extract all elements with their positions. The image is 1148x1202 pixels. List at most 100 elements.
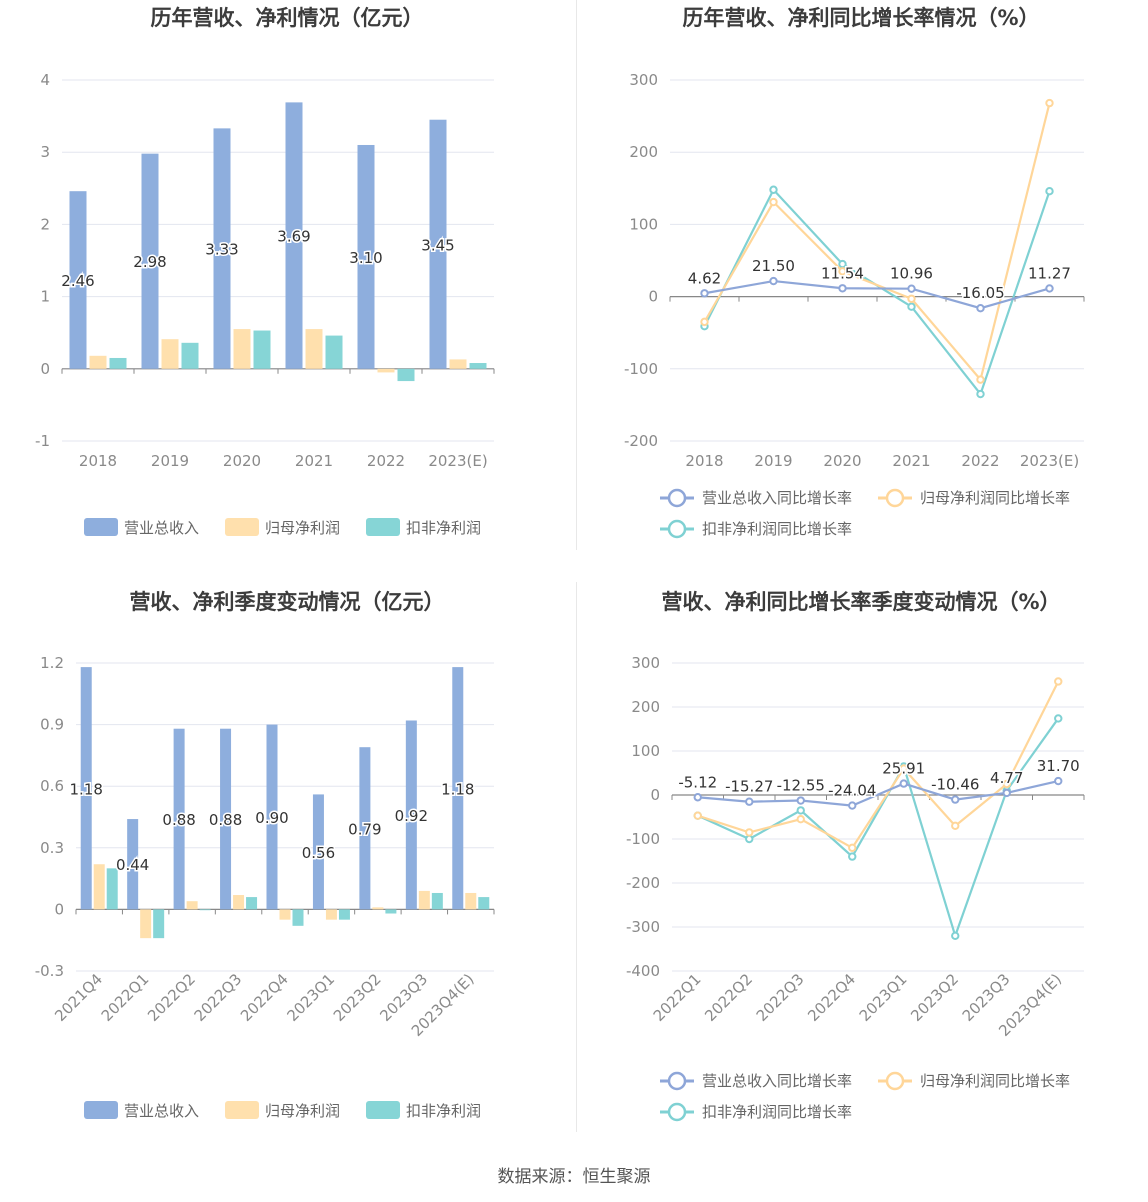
legend-label: 营业总收入同比增长率: [702, 1072, 852, 1090]
legend-label: 归母净利润: [265, 519, 340, 537]
x-tick-label: 2022Q1: [98, 970, 153, 1025]
series-point: [976, 389, 985, 399]
legend-marker: [667, 519, 687, 539]
legend-swatch: [225, 518, 259, 536]
series-point: [769, 197, 778, 207]
y-tick-label: -400: [626, 962, 660, 980]
quarterly-growth-panel: 营收、净利同比增长率季度变动情况（%） 300 200 100 0 -100 -200 -3…: [574, 584, 1148, 1164]
series-point: [848, 852, 857, 861]
legend-marker: [885, 1071, 905, 1091]
data-label: 2.46: [61, 272, 94, 290]
bar-deducted-profit: [181, 342, 199, 369]
bar-net-profit: [449, 359, 467, 369]
x-tick-label: 2023(E): [1020, 452, 1079, 470]
series-point: [693, 811, 702, 820]
y-tick-label: 1: [40, 288, 50, 306]
y-tick-label: 3: [40, 143, 50, 161]
x-tick-label: 2022Q2: [144, 970, 199, 1025]
x-tick-label: 2023Q2: [907, 970, 962, 1025]
series-point: [1045, 98, 1054, 108]
bar-net-profit: [186, 901, 198, 910]
series-point: [907, 302, 916, 311]
bar-revenue: [285, 102, 303, 369]
series-point: [769, 185, 778, 194]
series-point: [1054, 776, 1063, 786]
data-label: 25.91: [882, 760, 925, 778]
bar-net-profit: [372, 907, 384, 910]
y-tick-label: 200: [629, 143, 658, 161]
y-tick-label: 1.2: [40, 654, 64, 672]
bar-revenue: [173, 728, 185, 910]
x-tick-label: 2022Q4: [237, 970, 292, 1025]
data-source-note: 数据来源：恒生聚源: [497, 1167, 651, 1187]
data-label: 0.88: [162, 811, 195, 829]
bar-net-profit: [161, 339, 179, 369]
data-label: 3.45: [421, 236, 454, 254]
series-line-deducted-profit: [697, 717, 1060, 940]
chart-title: 营收、净利同比增长率季度变动情况（%）: [661, 590, 1061, 614]
bar-deducted-profit: [253, 330, 271, 369]
legend-label: 营业总收入: [124, 1102, 199, 1120]
data-label: 2.98: [133, 253, 166, 271]
data-label: 0.44: [116, 856, 149, 874]
series-point: [848, 843, 857, 852]
x-tick-label: 2020: [823, 452, 861, 470]
data-label: 0.88: [209, 811, 242, 829]
bar-net-profit: [305, 329, 323, 369]
quarterly-growth-chart: 300 200 100 0 -100 -200 -300 -400 -5.12 -15.27 -12…: [626, 654, 1085, 1122]
bar-net-profit: [465, 892, 477, 910]
series-point: [976, 375, 985, 384]
series-point: [976, 303, 985, 313]
bar-revenue: [357, 144, 375, 369]
series-point: [745, 797, 754, 806]
data-label: 4.77: [990, 769, 1023, 787]
bar-net-profit: [93, 864, 105, 910]
series-point: [796, 796, 805, 805]
series-point: [899, 764, 908, 773]
y-tick-label: 0: [40, 360, 50, 378]
x-tick-label: 2023Q2: [330, 970, 385, 1025]
bar-revenue: [405, 720, 417, 910]
bar-deducted-profit: [292, 909, 304, 926]
legend-swatch: [366, 518, 400, 536]
chart-title: 历年营收、净利情况（亿元）: [150, 6, 424, 30]
data-label: 0.56: [302, 844, 335, 862]
bar-revenue: [452, 667, 464, 910]
x-tick-label: 2021: [892, 452, 930, 470]
bar-deducted-profit: [397, 368, 415, 382]
series-point: [899, 779, 908, 788]
bar-deducted-profit: [246, 897, 258, 910]
series-point: [838, 267, 847, 276]
legend-label: 营业总收入: [124, 519, 199, 537]
series-point: [1045, 186, 1054, 196]
y-tick-label: 4: [40, 71, 50, 89]
data-label: -24.04: [828, 782, 876, 800]
x-tick-label: 2023Q1: [283, 970, 338, 1025]
legend-swatch: [366, 1101, 400, 1119]
annual-values-chart: 4 3 2 1 0 -1 2.46 2.98 3.33 3.69 3.10 3.45 2018 2019 2…: [35, 71, 495, 537]
legend-label: 营业总收入同比增长率: [702, 489, 852, 507]
series-line-net-profit: [703, 102, 1051, 382]
y-tick-label: 300: [629, 71, 658, 89]
y-tick-label: 0: [650, 786, 660, 804]
bar-revenue: [359, 747, 371, 910]
data-label: 3.69: [277, 228, 310, 246]
x-tick-label: 2022Q2: [701, 970, 756, 1025]
data-label: 21.50: [752, 257, 795, 275]
bar-net-profit: [140, 909, 152, 939]
bar-net-profit: [233, 329, 251, 369]
vertical-divider: [576, 0, 577, 550]
y-tick-label: -0.3: [35, 962, 64, 980]
y-tick-label: -100: [624, 360, 658, 378]
bar-deducted-profit: [106, 868, 118, 910]
legend-marker: [667, 488, 687, 508]
y-tick-label: 100: [629, 215, 658, 233]
y-tick-label: 100: [631, 742, 660, 760]
legend-marker: [885, 488, 905, 508]
series-point: [951, 821, 960, 831]
series-point: [693, 793, 702, 802]
annual-growth-chart: 300 200 100 0 -100 -200 4.62 21.50 11.54 10.96 -16…: [624, 71, 1085, 539]
series-point: [796, 815, 805, 824]
data-label: 4.62: [688, 269, 721, 287]
bar-deducted-profit: [385, 909, 397, 914]
